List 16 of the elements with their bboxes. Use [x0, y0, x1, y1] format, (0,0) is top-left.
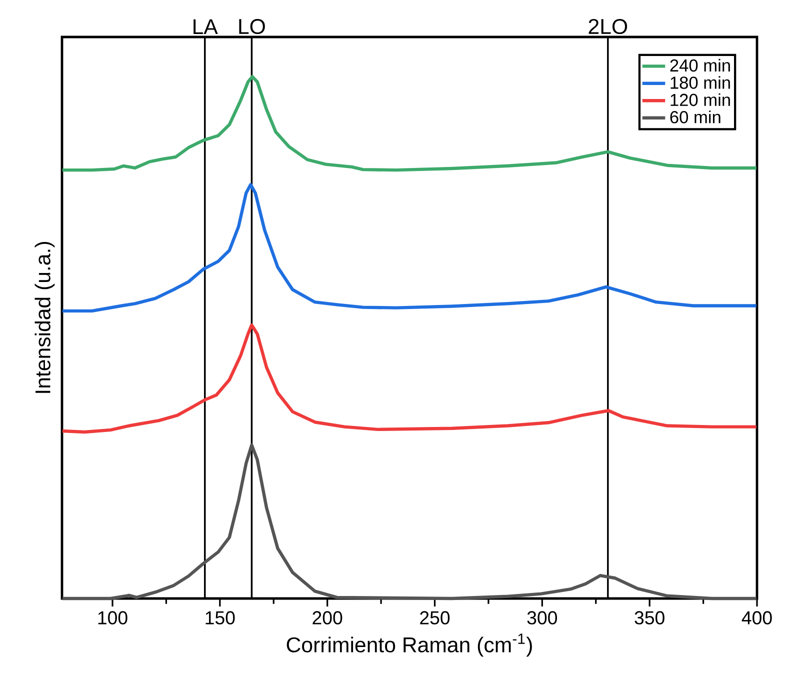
x-tick-label: 300: [527, 611, 558, 624]
ref-line-label: 2LO: [588, 18, 628, 34]
x-tick-label: 350: [634, 611, 664, 624]
legend-label: 60 min: [670, 110, 720, 124]
x-axis-title: Corrimiento Raman (cm$^{-1}$): [286, 634, 532, 657]
x-tick-label: 250: [420, 611, 450, 624]
y-axis-title: Intensidad (u.a.): [34, 242, 55, 393]
ref-line-label: LA: [194, 19, 218, 34]
x-tick-label: 150: [206, 611, 235, 624]
x-tick-label: 200: [312, 611, 342, 624]
x-tick-label: 400: [742, 611, 772, 624]
legend-label: 120 min: [670, 93, 730, 106]
legend-label: 240 min: [670, 58, 730, 72]
legend-label: 180 min: [670, 76, 730, 89]
x-tick-label: 100: [98, 611, 128, 624]
ref-line-label: LO: [239, 18, 265, 34]
